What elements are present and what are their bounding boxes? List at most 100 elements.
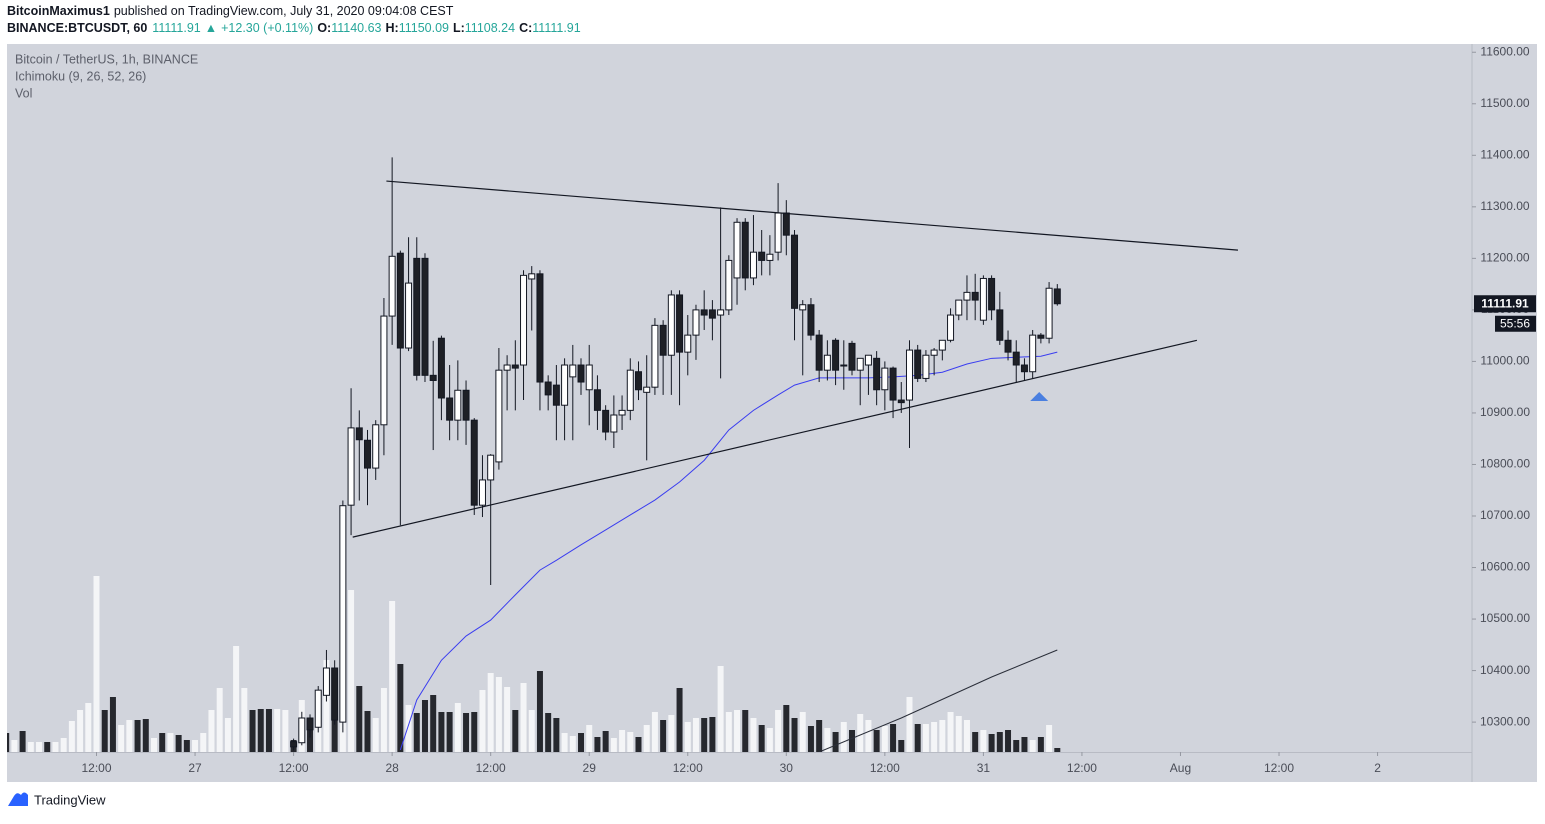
candle-body: [988, 277, 996, 311]
volume-bar: [750, 718, 757, 752]
candle-body: [561, 364, 569, 406]
volume-bar: [192, 740, 199, 752]
volume-bar: [955, 716, 962, 752]
x-tick-label: 30: [780, 761, 794, 775]
candle-body: [322, 667, 330, 696]
candle-body: [396, 252, 404, 349]
volume-bar: [578, 733, 585, 752]
candle-body: [922, 354, 930, 379]
volume-bar: [988, 734, 995, 752]
open-value: 11140.63: [331, 21, 381, 35]
volume-bar: [594, 737, 601, 752]
x-tick-label: 12:00: [673, 761, 703, 775]
volume-bar: [68, 721, 75, 752]
volume-bar: [323, 660, 330, 752]
candle-body: [421, 257, 429, 376]
high-value: 11150.09: [399, 21, 449, 35]
change: +12.30 (+0.11%): [221, 21, 313, 35]
volume-bar: [27, 742, 34, 752]
volume-bar: [668, 715, 675, 752]
x-tick-label: Aug: [1170, 761, 1191, 775]
legend-indicator: Vol: [15, 86, 32, 100]
candle-body: [544, 381, 552, 396]
volume-bar: [972, 732, 979, 752]
volume-bar: [7, 733, 10, 752]
candle-body: [413, 257, 421, 376]
volume-bar: [873, 730, 880, 752]
candle-body: [996, 309, 1004, 341]
candle-body: [495, 369, 503, 463]
volume-bar: [627, 732, 634, 752]
volume-bar: [479, 690, 486, 752]
volume-bar: [807, 726, 814, 752]
candle-body: [1053, 288, 1061, 305]
volume-bar: [233, 646, 240, 752]
volume-bar: [725, 712, 732, 752]
volume-bar: [553, 718, 560, 752]
candle-body: [569, 364, 577, 378]
candle-body: [437, 337, 445, 399]
candle-body: [864, 354, 872, 366]
low-label: L:: [453, 21, 465, 35]
candle-body: [552, 384, 560, 406]
volume-bar: [405, 705, 412, 752]
candle-body: [651, 324, 659, 388]
volume-bar: [159, 733, 166, 752]
candle-body: [807, 304, 815, 336]
candle-body: [290, 741, 298, 748]
volume-bar: [471, 712, 478, 752]
candle-body: [930, 349, 938, 356]
candle-body: [782, 212, 790, 236]
volume-bar: [619, 730, 626, 752]
y-tick-label: 11400.00: [1480, 147, 1529, 161]
volume-bar: [816, 720, 823, 752]
volume-bar: [167, 733, 174, 752]
x-tick-label: 27: [188, 761, 202, 775]
candle-body: [314, 689, 322, 728]
candle-body: [364, 439, 372, 469]
volume-bar: [857, 714, 864, 752]
volume-bar: [93, 576, 100, 752]
candle-body: [938, 339, 946, 351]
candle-body: [815, 334, 823, 371]
volume-bar: [495, 677, 502, 752]
high-label: H:: [385, 21, 398, 35]
volume-bar: [413, 713, 420, 752]
volume-bar: [783, 705, 790, 752]
candle-body: [1020, 364, 1028, 373]
volume-bar: [364, 711, 371, 752]
y-tick-label: 10900.00: [1480, 405, 1530, 419]
volume-bar: [348, 590, 355, 752]
y-tick-label: 11300.00: [1480, 199, 1529, 213]
volume-bar: [734, 710, 741, 752]
candle-body: [749, 251, 757, 279]
volume-bar: [1005, 730, 1012, 752]
volume-bar: [832, 732, 839, 752]
candle-body: [487, 454, 495, 481]
volume-bar: [766, 728, 773, 752]
candle-body: [593, 389, 601, 411]
y-tick-label: 10400.00: [1480, 663, 1530, 677]
candle-body: [585, 364, 593, 391]
candle-body: [347, 427, 355, 506]
volume-bar: [389, 601, 396, 752]
volume-bar: [701, 718, 708, 752]
volume-bar: [241, 688, 248, 752]
last-price-bg: [1474, 295, 1536, 313]
countdown-bg: [1495, 315, 1536, 332]
countdown: 55:56: [1500, 316, 1530, 330]
volume-bar: [438, 712, 445, 752]
author: BitcoinMaximus1: [7, 4, 110, 18]
volume-bar: [126, 720, 133, 752]
volume-bar: [282, 710, 289, 752]
volume-bar: [692, 718, 699, 752]
chart-panel: [7, 44, 1537, 782]
candle-body: [889, 367, 897, 401]
candle-body: [528, 273, 536, 280]
x-tick-label: 28: [385, 761, 399, 775]
legend-title: Bitcoin / TetherUS, 1h, BINANCE: [15, 52, 198, 66]
volume-bar: [397, 664, 404, 752]
last-price: 11111.91: [152, 21, 200, 35]
volume-bar: [142, 719, 149, 752]
